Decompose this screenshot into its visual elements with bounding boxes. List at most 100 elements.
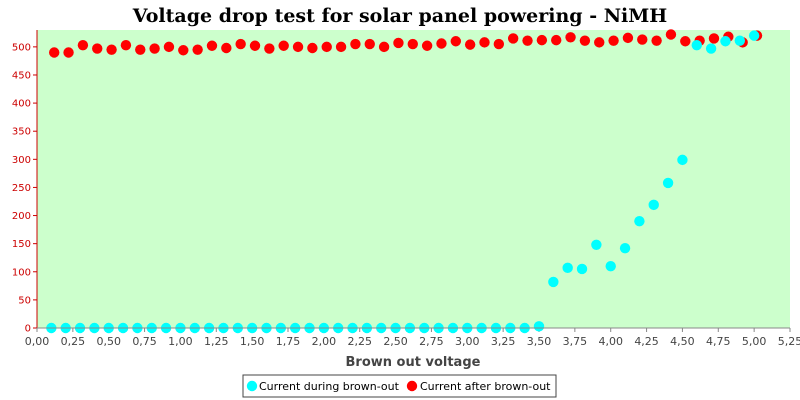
x-tick-label: 2,00: [312, 335, 337, 348]
data-point: [591, 239, 602, 250]
legend-label: Current after brown-out: [420, 380, 551, 393]
x-tick-label: 2,50: [383, 335, 408, 348]
x-tick-label: 3,25: [491, 335, 516, 348]
y-tick-label: 50: [18, 295, 31, 306]
data-point: [321, 41, 332, 53]
data-point: [364, 38, 375, 50]
data-point: [665, 29, 677, 40]
data-point: [135, 44, 146, 55]
data-point: [436, 38, 447, 49]
data-point: [622, 32, 634, 44]
x-tick-label: 4,75: [706, 335, 731, 348]
data-point: [548, 276, 559, 288]
data-points: [46, 29, 763, 334]
data-point: [178, 45, 189, 56]
data-point: [221, 42, 232, 54]
x-tick-label: 1,75: [276, 335, 301, 348]
y-tick-label: 150: [12, 239, 31, 250]
legend-marker: [246, 380, 258, 392]
data-point: [734, 35, 745, 46]
data-point: [562, 262, 573, 274]
data-point: [536, 34, 548, 46]
y-tick-label: 300: [12, 155, 31, 166]
legend-label: Current during brown-out: [259, 380, 400, 393]
data-point: [92, 43, 103, 54]
data-point: [163, 41, 175, 53]
legend: Current during brown-out Current after br…: [242, 374, 557, 398]
data-point: [677, 154, 688, 166]
y-axis: 0 50 100 150 200 250 300 350 400 450 500: [12, 42, 37, 335]
x-tick-label: 0,25: [61, 335, 86, 348]
data-point: [680, 36, 691, 47]
data-point: [651, 35, 662, 46]
data-point: [249, 40, 261, 51]
y-tick-label: 250: [12, 183, 31, 194]
data-point: [708, 33, 720, 44]
data-point: [421, 40, 433, 51]
data-point: [619, 242, 631, 254]
x-tick-label: 4,25: [634, 335, 659, 348]
data-point: [605, 260, 616, 272]
data-point: [350, 38, 361, 50]
chart-title: Voltage drop test for solar panel poweri…: [132, 5, 668, 27]
x-tick-label: 0,50: [96, 335, 121, 348]
data-point: [235, 38, 246, 50]
data-point: [533, 321, 545, 332]
data-point: [464, 39, 476, 50]
data-point: [278, 40, 289, 51]
data-point: [705, 43, 717, 54]
data-point: [748, 30, 760, 41]
y-tick-label: 0: [25, 324, 31, 335]
y-tick-label: 100: [12, 267, 31, 278]
data-point: [594, 37, 605, 48]
data-point: [450, 36, 462, 47]
x-tick-label: 3,00: [455, 335, 480, 348]
data-point: [648, 199, 659, 211]
data-point: [378, 41, 390, 53]
data-point: [662, 177, 674, 189]
x-tick-label: 5,25: [778, 335, 800, 348]
x-axis: 0,00 0,25 0,50 0,75 1,00 1,25 1,50 1,75 2,00 2,25…: [25, 328, 800, 348]
data-point: [691, 39, 702, 51]
data-point: [292, 41, 304, 53]
data-point: [407, 38, 418, 50]
data-point: [507, 33, 519, 44]
data-point: [77, 39, 89, 51]
data-point: [307, 42, 318, 54]
x-tick-label: 2,75: [419, 335, 444, 348]
x-tick-label: 4,00: [598, 335, 623, 348]
x-tick-label: 1,50: [240, 335, 265, 348]
data-point: [576, 263, 588, 275]
x-tick-label: 3,50: [527, 335, 552, 348]
data-point: [106, 44, 117, 55]
y-tick-label: 450: [12, 70, 31, 81]
data-point: [264, 43, 275, 54]
x-tick-label: 2,25: [347, 335, 372, 348]
data-point: [206, 40, 218, 51]
data-point: [565, 32, 576, 43]
x-tick-label: 1,25: [204, 335, 229, 348]
y-tick-label: 200: [12, 211, 31, 222]
data-point: [634, 215, 645, 227]
legend-box: [242, 374, 557, 398]
series-after: [49, 29, 763, 58]
data-point: [551, 34, 562, 46]
data-point: [335, 41, 347, 53]
data-point: [120, 39, 132, 51]
legend-marker: [406, 380, 418, 392]
data-point: [393, 37, 404, 49]
data-point: [63, 47, 74, 58]
y-tick-label: 350: [12, 127, 31, 138]
x-tick-label: 1,00: [168, 335, 193, 348]
data-point: [493, 38, 505, 50]
data-point: [608, 35, 619, 46]
x-tick-label: 3,75: [563, 335, 588, 348]
data-point: [720, 36, 731, 47]
y-tick-label: 400: [12, 99, 31, 110]
data-point: [479, 37, 490, 48]
x-axis-label: Brown out voltage: [346, 355, 481, 370]
y-tick-label: 500: [12, 42, 31, 53]
x-tick-label: 0,00: [25, 335, 50, 348]
plot-area: [37, 30, 790, 328]
